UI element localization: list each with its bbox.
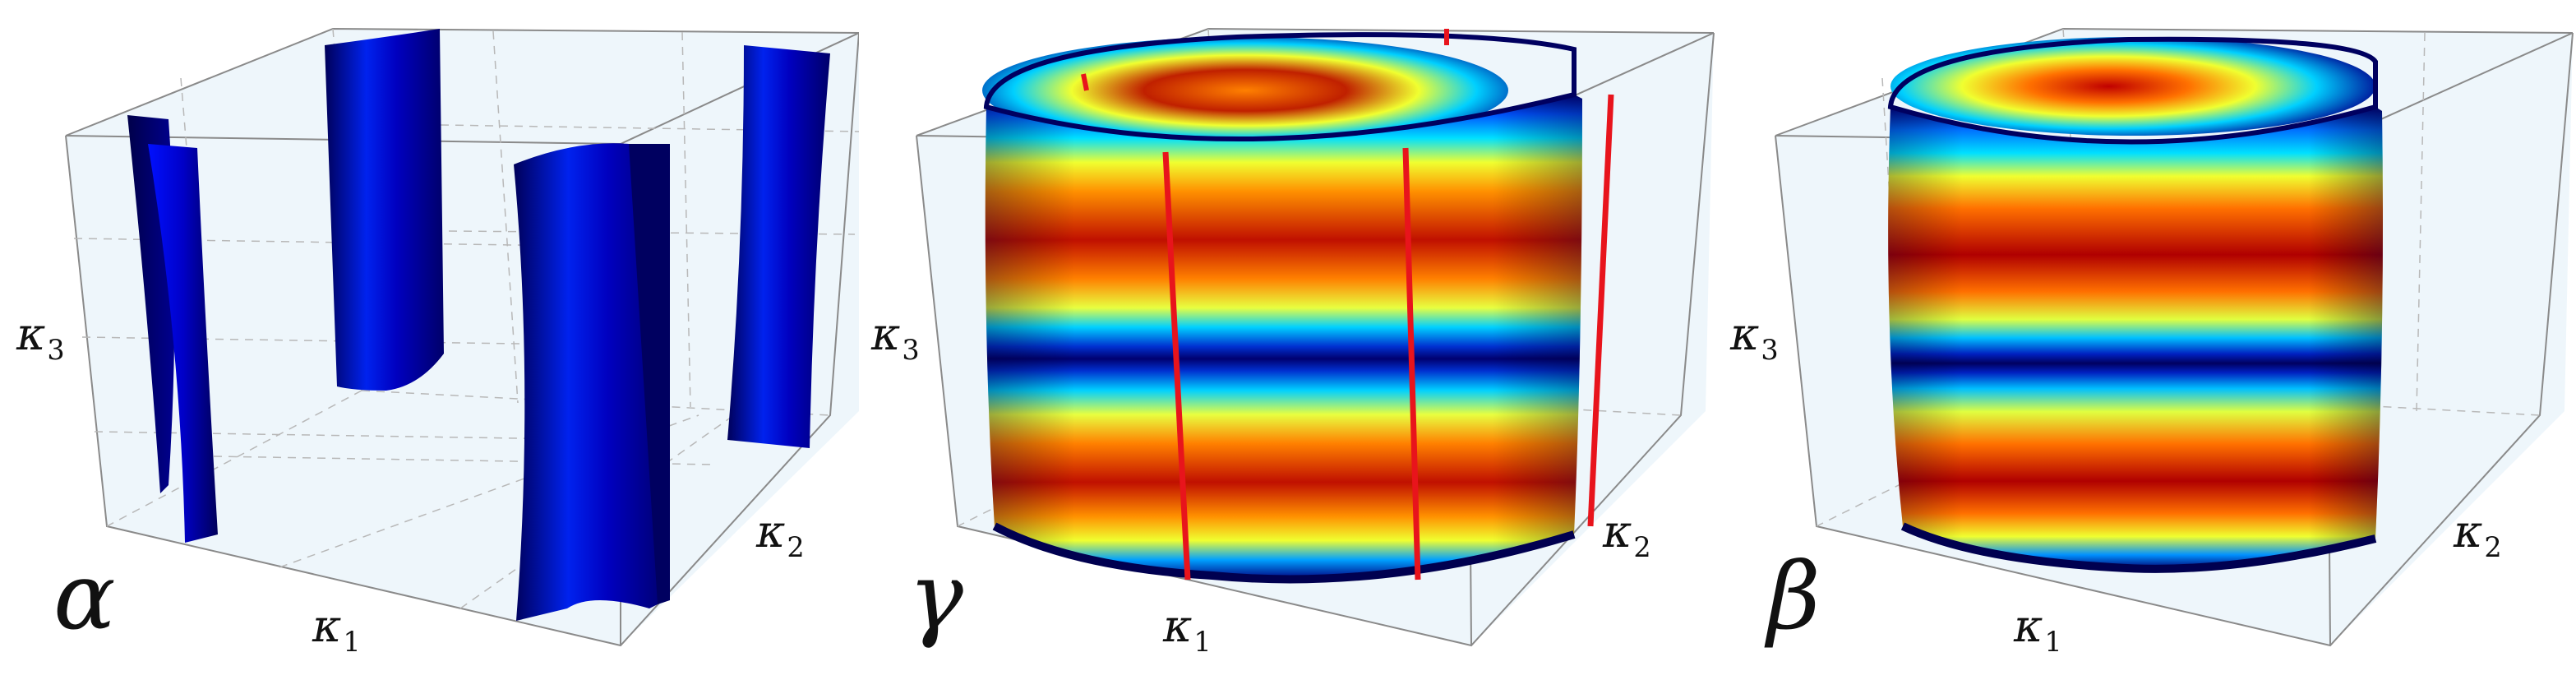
beta-panel-label: β — [1767, 544, 1821, 650]
panel-alpha: κ3 κ2 κ1 α — [0, 0, 859, 680]
alpha-panel-label: α — [53, 544, 116, 650]
gamma-red-line-front — [1402, 147, 1421, 581]
beta-axis-z-label: κ3 — [1730, 308, 1779, 366]
gamma-plot — [916, 27, 1715, 647]
gamma-panel-label: γ — [908, 544, 963, 650]
gamma-axis-y-label: κ2 — [1603, 506, 1651, 563]
gamma-red-lines — [1402, 147, 1421, 581]
beta-axis-x-label: κ1 — [2014, 600, 2062, 658]
gamma-surface — [982, 32, 1582, 584]
alpha-axis-z-label: κ3 — [16, 308, 65, 366]
panel-beta: κ3 κ2 κ1 β — [1718, 0, 2576, 680]
gamma-red-line-right — [1587, 94, 1614, 527]
beta-surface — [1887, 36, 2383, 573]
beta-plot — [1775, 27, 2574, 647]
beta-axis-y-label: κ2 — [2454, 506, 2502, 563]
alpha-plot — [65, 27, 859, 647]
alpha-axis-x-label: κ1 — [312, 600, 361, 658]
panel-gamma: κ3 κ2 κ1 γ — [859, 0, 1718, 680]
gamma-axis-x-label: κ1 — [1163, 600, 1212, 658]
gamma-axis-z-label: κ3 — [871, 308, 920, 366]
alpha-axis-y-label: κ2 — [756, 506, 805, 563]
gamma-red-line-left — [1162, 151, 1191, 581]
gamma-red-line-top-left — [1081, 73, 1089, 91]
alpha-surfaces — [127, 29, 830, 621]
